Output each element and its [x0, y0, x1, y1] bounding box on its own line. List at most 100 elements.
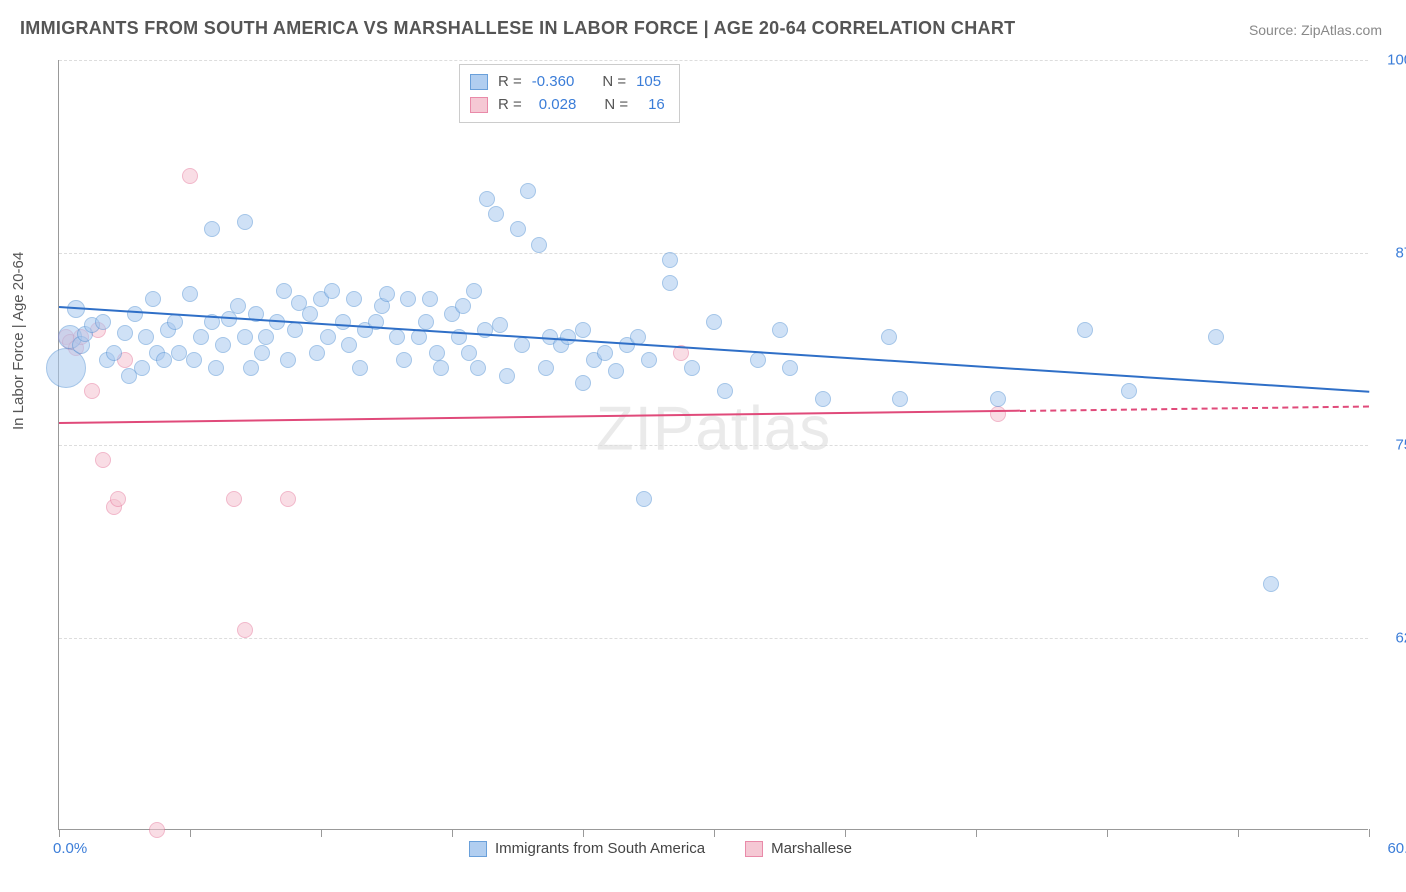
data-point-blue — [881, 329, 897, 345]
watermark: ZIPatlas — [596, 394, 831, 465]
ytick-label: 62.5% — [1378, 629, 1406, 646]
y-axis-label: In Labor Force | Age 20-64 — [10, 252, 27, 430]
data-point-blue — [186, 352, 202, 368]
data-point-blue — [400, 291, 416, 307]
xtick — [1107, 829, 1108, 837]
data-point-blue — [461, 345, 477, 361]
data-point-blue — [706, 314, 722, 330]
xtick — [714, 829, 715, 837]
data-point-blue — [538, 360, 554, 376]
data-point-blue — [782, 360, 798, 376]
data-point-blue — [204, 221, 220, 237]
data-point-blue — [750, 352, 766, 368]
data-point-blue — [892, 391, 908, 407]
swatch-blue — [470, 74, 488, 90]
legend-item-pink: Marshallese — [745, 840, 852, 857]
data-point-blue — [1263, 576, 1279, 592]
data-point-blue — [455, 298, 471, 314]
data-point-blue — [514, 337, 530, 353]
xtick — [583, 829, 584, 837]
data-point-blue — [182, 286, 198, 302]
xtick — [1238, 829, 1239, 837]
data-point-blue — [138, 329, 154, 345]
xtick-label: 0.0% — [53, 840, 87, 857]
ytick-label: 87.5% — [1378, 244, 1406, 261]
data-point-blue — [575, 375, 591, 391]
n-value-pink: 16 — [638, 94, 665, 117]
data-point-blue — [492, 317, 508, 333]
data-point-blue — [990, 391, 1006, 407]
data-point-blue — [575, 322, 591, 338]
data-point-blue — [46, 348, 86, 388]
gridline — [59, 445, 1368, 446]
swatch-pink — [470, 97, 488, 113]
plot-area: ZIPatlas R = -0.360 N = 105 R = 0.028 N … — [58, 60, 1368, 830]
data-point-blue — [815, 391, 831, 407]
data-point-blue — [510, 221, 526, 237]
r-label: R = — [498, 71, 522, 94]
data-point-blue — [324, 283, 340, 299]
data-point-blue — [636, 491, 652, 507]
xtick — [59, 829, 60, 837]
gridline — [59, 60, 1368, 61]
trendline-pink — [59, 410, 1020, 424]
data-point-blue — [117, 325, 133, 341]
xtick-label: 60.0% — [1387, 840, 1406, 857]
data-point-pink — [990, 406, 1006, 422]
data-point-blue — [230, 298, 246, 314]
data-point-pink — [237, 622, 253, 638]
data-point-blue — [608, 363, 624, 379]
data-point-blue — [379, 286, 395, 302]
data-point-blue — [597, 345, 613, 361]
data-point-blue — [662, 275, 678, 291]
xtick — [976, 829, 977, 837]
data-point-blue — [280, 352, 296, 368]
data-point-blue — [662, 252, 678, 268]
data-point-blue — [470, 360, 486, 376]
stats-row-blue: R = -0.360 N = 105 — [470, 71, 665, 94]
data-point-blue — [488, 206, 504, 222]
r-value-pink: 0.028 — [532, 94, 577, 117]
data-point-blue — [520, 183, 536, 199]
data-point-blue — [193, 329, 209, 345]
data-point-blue — [167, 314, 183, 330]
data-point-blue — [396, 352, 412, 368]
data-point-blue — [641, 352, 657, 368]
xtick — [190, 829, 191, 837]
source-label: Source: ZipAtlas.com — [1249, 22, 1382, 38]
data-point-blue — [717, 383, 733, 399]
xtick — [1369, 829, 1370, 837]
data-point-pink — [110, 491, 126, 507]
n-label: N = — [602, 71, 626, 94]
gridline — [59, 253, 1368, 254]
data-point-blue — [531, 237, 547, 253]
swatch-blue — [469, 841, 487, 857]
xtick — [845, 829, 846, 837]
data-point-blue — [276, 283, 292, 299]
data-point-blue — [335, 314, 351, 330]
data-point-blue — [433, 360, 449, 376]
data-point-blue — [156, 352, 172, 368]
data-point-blue — [341, 337, 357, 353]
data-point-blue — [429, 345, 445, 361]
data-point-blue — [258, 329, 274, 345]
r-value-blue: -0.360 — [532, 71, 575, 94]
data-point-blue — [1077, 322, 1093, 338]
data-point-blue — [254, 345, 270, 361]
data-point-blue — [95, 314, 111, 330]
n-value-blue: 105 — [636, 71, 661, 94]
data-point-pink — [280, 491, 296, 507]
legend-bottom: Immigrants from South America Marshalles… — [469, 840, 852, 857]
data-point-blue — [422, 291, 438, 307]
data-point-blue — [127, 306, 143, 322]
data-point-blue — [237, 214, 253, 230]
stats-legend-box: R = -0.360 N = 105 R = 0.028 N = 16 — [459, 64, 680, 123]
data-point-pink — [84, 383, 100, 399]
data-point-blue — [134, 360, 150, 376]
data-point-pink — [226, 491, 242, 507]
data-point-blue — [287, 322, 303, 338]
data-point-blue — [237, 329, 253, 345]
data-point-blue — [215, 337, 231, 353]
data-point-blue — [1208, 329, 1224, 345]
stats-row-pink: R = 0.028 N = 16 — [470, 94, 665, 117]
